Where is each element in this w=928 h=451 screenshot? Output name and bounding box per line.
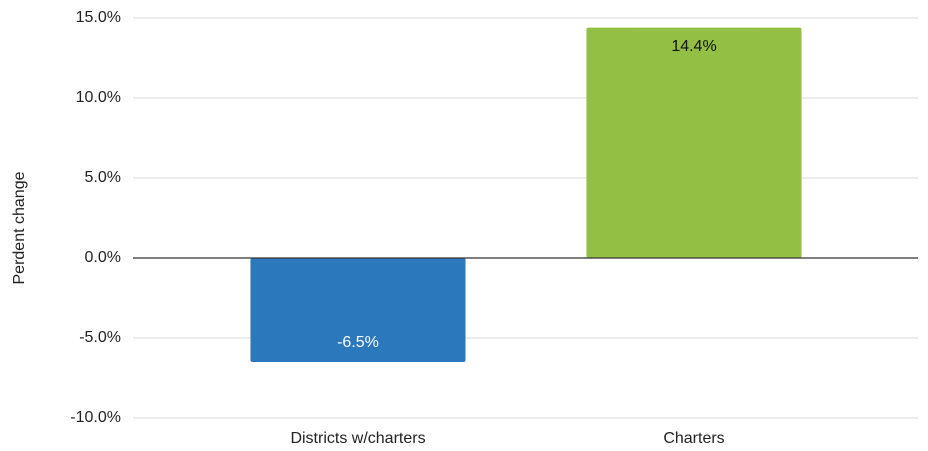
bar xyxy=(250,258,466,362)
data-label: 14.4% xyxy=(671,38,716,55)
y-tick-label: 10.0% xyxy=(76,89,121,106)
x-tick-label: Districts w/charters xyxy=(290,430,425,447)
y-axis-label: Perdent change xyxy=(11,171,28,284)
y-tick-label: 0.0% xyxy=(85,249,121,266)
y-tick-label: 5.0% xyxy=(85,169,121,186)
y-tick-label: -5.0% xyxy=(79,329,121,346)
x-tick-label: Charters xyxy=(663,430,724,447)
y-tick-label: 15.0% xyxy=(76,9,121,26)
data-label: -6.5% xyxy=(337,334,379,351)
bar xyxy=(586,27,802,258)
y-tick-label: -10.0% xyxy=(70,409,121,426)
